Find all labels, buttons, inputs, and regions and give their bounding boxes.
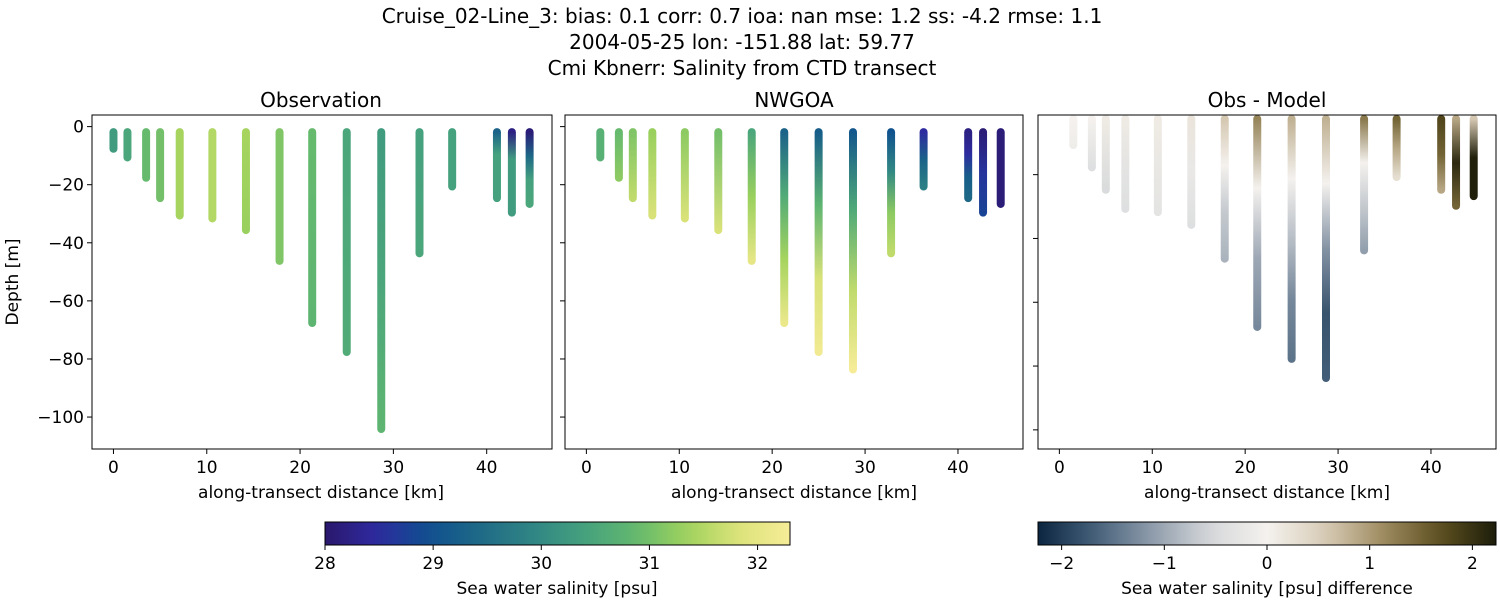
y-tick-label: −20 [48,176,84,196]
x-tick-label: 30 [383,458,405,478]
x-tick-label: 0 [581,458,592,478]
colorbar-difference: Sea water salinity [psu] difference −2 −1… [1037,521,1497,599]
colorbar-tick-label: −1 [1152,554,1177,574]
colorbar-tick-label: 28 [314,554,336,574]
suptitle-line-3: Cmi Kbnerr: Salinity from CTD transect [548,56,937,80]
axes-frame [1037,114,1497,450]
axes-frame [91,114,553,450]
x-tick-label: 30 [1327,458,1349,478]
colorbar-tick-label: 0 [1262,554,1273,574]
x-tick-label: 40 [947,458,969,478]
x-tick-label: 40 [1420,458,1442,478]
panel-title: Obs - Model [1208,88,1327,112]
x-tick-label: 20 [761,458,783,478]
panel-observation: Observation along-transect distance [km]… [3,88,553,503]
panel-title: Observation [260,88,382,112]
suptitle-line-2: 2004-05-25 lon: -151.88 lat: 59.77 [569,30,915,54]
colorbar-tick-label: 30 [530,554,552,574]
x-tick-label: 10 [196,458,218,478]
x-tick-label: 10 [668,458,690,478]
y-tick-label: −80 [48,350,84,370]
x-tick-label: 40 [476,458,498,478]
colorbar-tick-label: −2 [1049,554,1074,574]
x-tick-label: 30 [854,458,876,478]
x-tick-label: 0 [108,458,119,478]
x-axis-label: along-transect distance [km] [198,483,444,503]
panel-title: NWGOA [754,88,834,112]
y-tick-label: −60 [48,292,84,312]
x-tick-label: 20 [1234,458,1256,478]
colorbar-label: Sea water salinity [psu] difference [1121,579,1413,599]
colorbar-gradient [324,521,791,546]
suptitle-line-1: Cruise_02-Line_3: bias: 0.1 corr: 0.7 io… [382,4,1103,28]
colorbar-label: Sea water salinity [psu] [457,579,658,599]
colorbar-tick-label: 2 [1467,554,1478,574]
colorbar-tick-label: 31 [639,554,661,574]
panel-obs-minus-model: Obs - Model along-transect distance [km]… [1033,88,1497,503]
x-tick-label: 0 [1054,458,1065,478]
y-axis-label: Depth [m] [3,238,23,325]
x-tick-label: 10 [1141,458,1163,478]
colorbar-tick-label: 29 [422,554,444,574]
colorbar-salinity: Sea water salinity [psu] 28 29 30 31 32 [314,521,791,599]
x-tick-label: 20 [289,458,311,478]
y-tick-label: −100 [37,408,84,428]
x-axis-label: along-transect distance [km] [1144,483,1390,503]
colorbar-gradient [1037,521,1497,546]
panel-nwgoa: NWGOA along-transect distance [km] 0 10 20… [560,88,1024,503]
y-tick-label: 0 [73,118,84,138]
axes-frame [564,114,1024,450]
y-tick-label: −40 [48,234,84,254]
colorbar-tick-label: 32 [747,554,769,574]
x-axis-label: along-transect distance [km] [671,483,917,503]
colorbar-tick-label: 1 [1364,554,1375,574]
